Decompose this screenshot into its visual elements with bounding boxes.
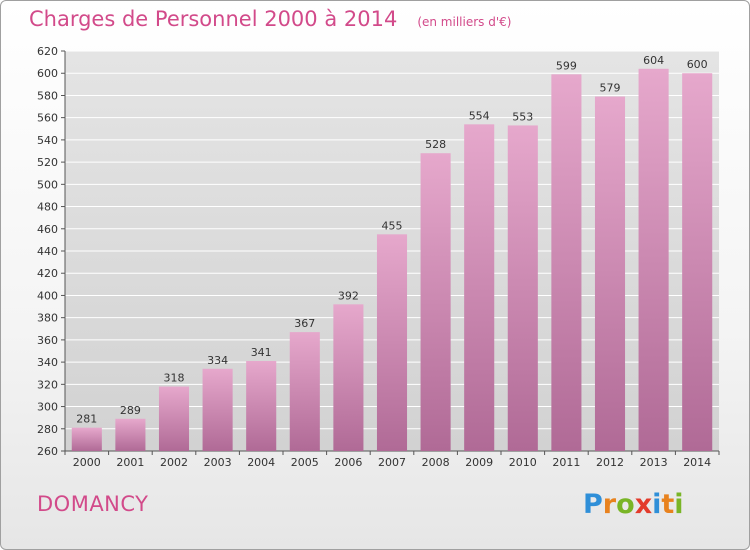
x-tick-label: 2010 (509, 456, 537, 469)
data-label: 599 (556, 59, 577, 72)
x-tick-label: 2005 (291, 456, 319, 469)
x-tick-label: 2011 (552, 456, 580, 469)
bar (638, 68, 669, 452)
data-label: 604 (643, 54, 664, 67)
bar (420, 153, 451, 451)
y-tick-label: 400 (37, 289, 58, 302)
y-tick-label: 620 (37, 45, 58, 58)
bar (333, 304, 364, 451)
x-tick-label: 2004 (247, 456, 275, 469)
bar (158, 386, 190, 451)
data-label: 554 (469, 109, 490, 122)
y-tick-label: 440 (37, 245, 58, 258)
y-tick-label: 340 (37, 356, 58, 369)
bar (594, 96, 626, 452)
y-tick-label: 540 (37, 134, 58, 147)
chart-title: Charges de Personnel 2000 à 2014 (en mill… (29, 7, 511, 31)
x-tick-label: 2013 (640, 456, 668, 469)
x-tick-label: 2003 (204, 456, 232, 469)
x-tick-label: 2014 (683, 456, 711, 469)
bar (376, 234, 408, 451)
y-tick-label: 320 (37, 378, 58, 391)
y-tick-label: 380 (37, 312, 58, 325)
bar (246, 361, 277, 451)
x-tick-label: 2002 (160, 456, 188, 469)
logo-letter: i (652, 489, 662, 520)
logo-letter: i (674, 489, 684, 520)
data-label: 334 (207, 354, 228, 367)
x-tick-label: 2007 (378, 456, 406, 469)
bar (464, 124, 495, 451)
data-label: 553 (512, 110, 533, 123)
y-tick-label: 260 (37, 445, 58, 458)
data-label: 579 (600, 82, 621, 95)
data-label: 367 (294, 317, 315, 330)
bar (71, 427, 102, 451)
y-tick-label: 280 (37, 423, 58, 436)
y-tick-label: 300 (37, 401, 58, 414)
x-tick-label: 2001 (116, 456, 144, 469)
logo-letter: r (602, 489, 617, 520)
bar (507, 125, 538, 451)
y-tick-label: 360 (37, 334, 58, 347)
x-tick-label: 2012 (596, 456, 624, 469)
x-tick-label: 2006 (334, 456, 362, 469)
bar (682, 73, 713, 451)
proxiti-logo: Proxiti (583, 489, 684, 520)
logo-letter: t (661, 489, 675, 520)
chart-subtitle: (en milliers d'€) (417, 15, 512, 29)
x-tick-label: 2008 (422, 456, 450, 469)
y-tick-label: 520 (37, 156, 58, 169)
commune-name: DOMANCY (37, 492, 149, 516)
data-label: 341 (251, 346, 272, 359)
data-label: 281 (76, 413, 97, 426)
y-tick-label: 460 (37, 223, 58, 236)
logo-letter: x (634, 489, 653, 520)
bar (289, 332, 320, 451)
y-tick-label: 500 (37, 178, 58, 191)
x-tick-label: 2009 (465, 456, 493, 469)
data-label: 600 (687, 58, 708, 71)
data-label: 392 (338, 289, 359, 302)
y-tick-label: 560 (37, 112, 58, 125)
bar (115, 418, 146, 451)
y-tick-label: 600 (37, 67, 58, 80)
y-tick-label: 420 (37, 267, 58, 280)
data-label: 318 (164, 372, 185, 385)
logo-letter: P (583, 489, 603, 520)
data-label: 455 (382, 219, 403, 232)
data-label: 289 (120, 404, 141, 417)
logo-letter: o (616, 489, 635, 520)
bar (202, 368, 233, 451)
chart-title-text: Charges de Personnel 2000 à 2014 (29, 7, 398, 31)
x-tick-label: 2000 (73, 456, 101, 469)
y-tick-label: 580 (37, 89, 58, 102)
data-label: 528 (425, 138, 446, 151)
bar (551, 74, 582, 451)
y-tick-label: 480 (37, 201, 58, 214)
